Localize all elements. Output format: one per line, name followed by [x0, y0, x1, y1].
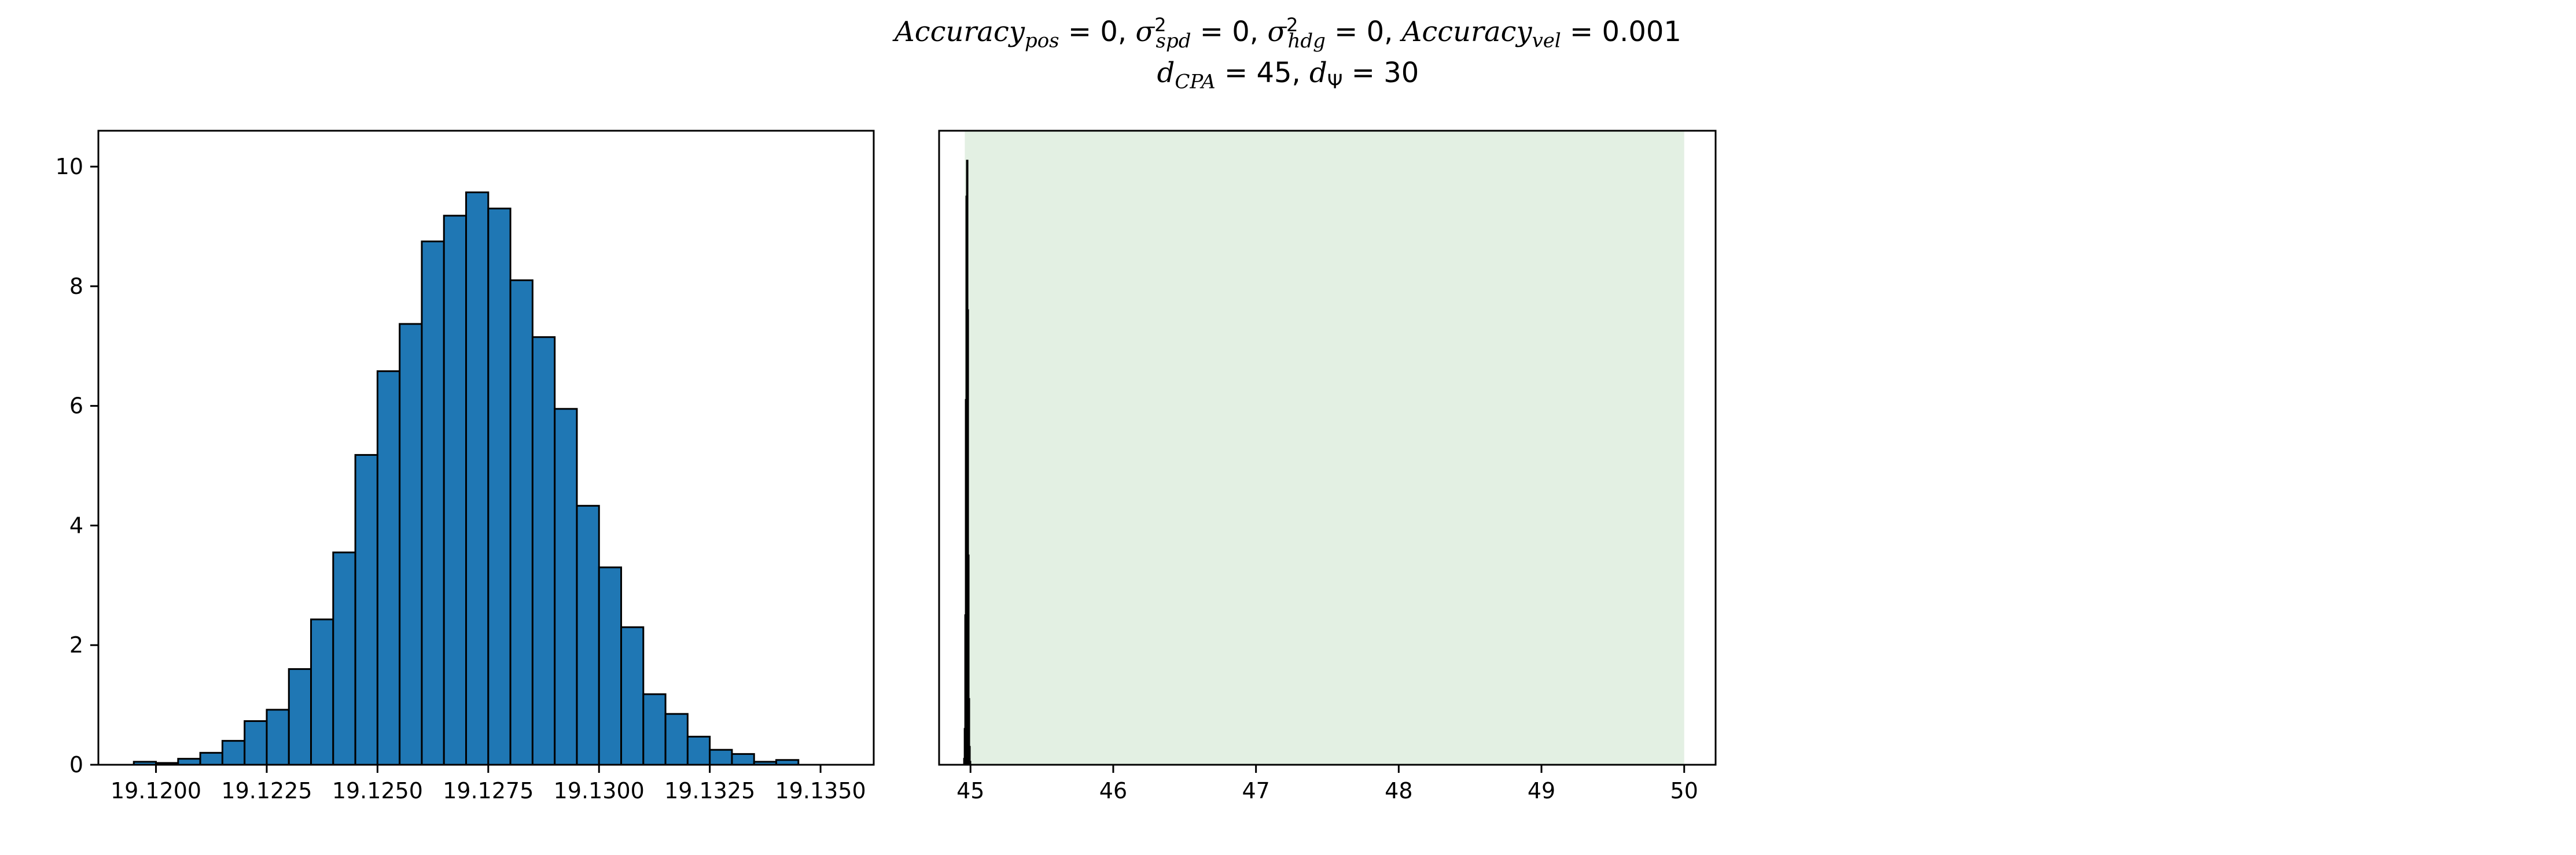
- x-tick-label: 48: [1385, 778, 1412, 804]
- y-tick-label: 2: [69, 632, 83, 658]
- x-tick-label: 47: [1242, 778, 1269, 804]
- y-tick-label: 4: [69, 513, 83, 538]
- histogram-bar: [332, 551, 356, 765]
- histogram-bar: [620, 626, 645, 765]
- histogram-bar: [966, 309, 969, 765]
- histogram-bar: [642, 693, 667, 765]
- histogram-bar: [399, 323, 423, 765]
- axes-frame: [97, 130, 875, 766]
- histogram-bar: [443, 215, 468, 765]
- histogram-bars: [963, 160, 971, 765]
- histogram-bar: [376, 370, 401, 765]
- x-tick-label: 19.1250: [332, 778, 423, 804]
- histogram-bar: [509, 279, 533, 765]
- histogram-bar: [266, 709, 290, 765]
- y-tick-label: 0: [69, 752, 83, 777]
- histogram-bar: [598, 566, 623, 765]
- y-tick-label: 6: [69, 393, 83, 419]
- y-tick-label: 10: [56, 154, 83, 179]
- histogram-bar: [310, 618, 334, 765]
- histogram-bar: [465, 191, 490, 765]
- x-tick-label: 45: [956, 778, 984, 804]
- axes-frame: [938, 130, 1717, 766]
- histogram-bar: [576, 504, 600, 765]
- x-tick-label: 49: [1528, 778, 1555, 804]
- histogram-bar: [686, 735, 711, 765]
- panel-1: 19.1200 19.1225 19.1250 19.1275 19.1300 19.13…: [56, 130, 875, 804]
- histogram-bar: [967, 554, 970, 765]
- x-tick-label: 19.1225: [221, 778, 312, 804]
- histogram-bar: [731, 753, 755, 765]
- histogram-bar: [664, 713, 689, 765]
- panel-2: 45 46 47 48 49 50: [938, 130, 1717, 804]
- x-tick-label: 19.1300: [554, 778, 645, 804]
- histogram-bar: [177, 758, 201, 765]
- x-tick-label: 19.1200: [111, 778, 201, 804]
- figure-title-line1: Accuracypos = 0, σ2spd = 0, σ2hdg = 0, A…: [895, 14, 1681, 53]
- y-tick-label: 8: [69, 274, 83, 299]
- histogram-bar: [244, 720, 268, 765]
- histogram-bar: [221, 740, 246, 765]
- x-tick-label: 19.1275: [443, 778, 533, 804]
- x-tick-label: 46: [1099, 778, 1127, 804]
- x-tick-label: 19.1350: [775, 778, 866, 804]
- histogram-bar: [531, 336, 556, 765]
- histogram-bar: [199, 751, 223, 765]
- histogram-bar: [421, 240, 445, 765]
- histogram-bar: [354, 454, 378, 765]
- histogram-bars: [133, 191, 800, 765]
- histogram-bar: [554, 408, 578, 765]
- x-tick-label: 19.1325: [664, 778, 755, 804]
- conflict-region: [965, 131, 1684, 765]
- histogram-bar: [487, 207, 511, 765]
- histogram-bar: [288, 668, 312, 765]
- histogram-bar: [709, 749, 733, 765]
- figure-title-line2: dCPA = 45, dΨ = 30: [1157, 57, 1419, 94]
- x-tick-label: 50: [1670, 778, 1698, 804]
